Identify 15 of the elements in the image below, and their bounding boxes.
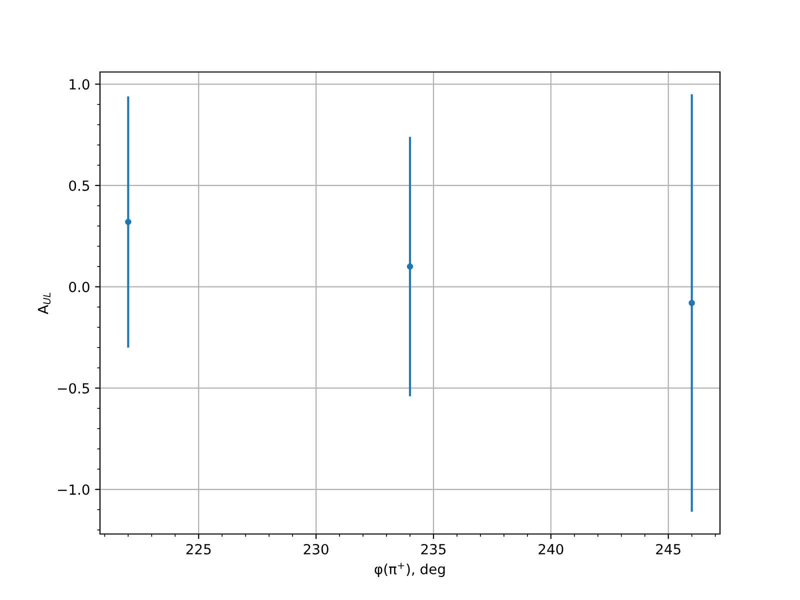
y-tick-label: −0.5 <box>58 383 90 394</box>
y-tick-label: 0.0 <box>69 282 90 292</box>
x-tick-label: 225 <box>186 544 211 554</box>
y-tick-label: −1.0 <box>58 484 90 495</box>
x-tick-label: 235 <box>421 544 446 554</box>
y-axis-title: A$_{UL}$ <box>38 292 51 314</box>
x-axis-title: φ(π$^{+}$), deg <box>374 562 445 578</box>
x-tick-label: 230 <box>304 544 328 554</box>
point <box>688 300 695 306</box>
point <box>406 263 414 270</box>
y-tick-label: 1.0 <box>70 79 90 90</box>
x-tick-label: 245 <box>656 544 680 554</box>
y-tick-label: 0.5 <box>69 180 90 191</box>
x-tick-label: 240 <box>538 544 564 554</box>
point <box>125 218 132 226</box>
